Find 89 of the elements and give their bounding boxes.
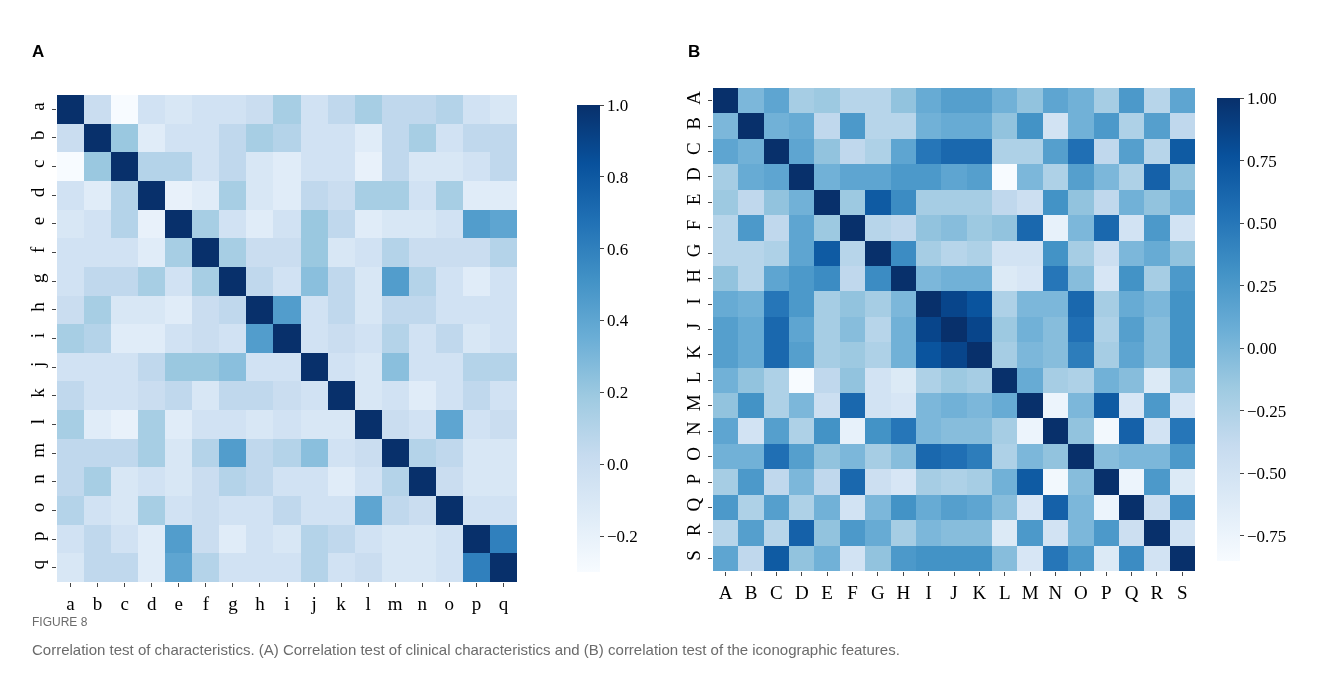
x-tick-label: m	[387, 592, 403, 614]
y-tick-label: h	[27, 301, 49, 312]
x-tick-label: G	[871, 581, 886, 603]
color-bar-label: 0.25	[1246, 276, 1277, 296]
x-tick-label: K	[972, 581, 987, 603]
x-tick-label: H	[896, 581, 911, 603]
y-tick-label: I	[683, 298, 705, 305]
x-tick-label: F	[847, 581, 858, 603]
y-tick-label: B	[683, 116, 705, 130]
x-tick-label: d	[146, 592, 157, 614]
x-tick-label: L	[998, 581, 1011, 603]
x-tick-label: C	[770, 581, 783, 603]
x-tick-label: J	[950, 581, 958, 603]
x-tick-label: f	[202, 592, 210, 614]
x-tick-label: j	[310, 592, 317, 614]
y-tick-label: f	[27, 245, 49, 253]
y-tick-label: l	[27, 418, 49, 425]
x-tick-label: E	[821, 581, 833, 603]
x-tick-label: e	[174, 592, 183, 614]
y-tick-label: P	[683, 473, 705, 485]
color-bar-label: 0.0	[606, 455, 629, 475]
y-tick-label: g	[27, 273, 49, 284]
y-tick-label: S	[683, 550, 705, 561]
y-tick-label: L	[683, 371, 705, 384]
y-tick-label: A	[683, 90, 705, 105]
y-tick-label: n	[27, 473, 49, 484]
x-tick-label: B	[744, 581, 758, 603]
color-bar-label: 0.00	[1246, 339, 1277, 359]
y-tick-label: p	[27, 531, 49, 541]
y-tick-label: d	[27, 187, 49, 198]
x-tick-label: M	[1021, 581, 1039, 603]
color-bar-label: −0.50	[1246, 464, 1287, 484]
y-tick-label: O	[683, 446, 705, 461]
y-tick-label: K	[683, 344, 705, 359]
y-tick-label: R	[683, 523, 705, 537]
y-tick-label: D	[683, 167, 705, 181]
y-tick-label: Q	[683, 497, 705, 512]
y-tick-label: m	[27, 442, 49, 458]
y-tick-label: q	[27, 559, 49, 570]
y-tick-label: i	[27, 333, 49, 339]
y-tick-label: e	[27, 216, 49, 226]
y-tick-label: a	[27, 101, 49, 111]
x-tick-label: p	[471, 592, 482, 614]
y-tick-label: G	[683, 243, 705, 258]
y-tick-label: E	[683, 193, 705, 206]
x-tick-label: n	[417, 592, 428, 614]
y-tick-label: j	[27, 361, 49, 368]
x-tick-label: A	[718, 581, 733, 603]
x-tick-label: a	[66, 592, 76, 614]
color-bar-label: 1.00	[1246, 88, 1277, 108]
x-tick-label: S	[1177, 581, 1188, 603]
x-tick-label: N	[1048, 581, 1063, 603]
color-bar-label: −0.25	[1246, 401, 1287, 421]
y-tick-label: o	[27, 502, 49, 513]
color-bar-label: 0.50	[1246, 214, 1277, 234]
x-tick-label: I	[925, 581, 932, 603]
y-tick-label: J	[683, 322, 705, 331]
x-tick-label: k	[336, 592, 347, 614]
x-tick-label: Q	[1124, 581, 1139, 603]
x-tick-label: c	[120, 592, 129, 614]
y-tick-label: N	[683, 421, 705, 436]
x-tick-label: O	[1073, 581, 1088, 603]
color-bar-label: −0.75	[1246, 526, 1287, 546]
x-tick-label: o	[444, 592, 455, 614]
x-tick-label: D	[794, 581, 809, 603]
y-tick-label: b	[27, 130, 49, 140]
color-bar-label: 0.75	[1246, 151, 1277, 171]
y-tick-label: M	[683, 394, 705, 412]
x-tick-label: l	[365, 592, 371, 614]
y-tick-label: k	[27, 387, 49, 398]
x-tick-label: R	[1150, 581, 1164, 603]
color-bar-label: 0.6	[606, 239, 629, 259]
x-tick-label: b	[92, 592, 103, 614]
x-tick-label: g	[228, 592, 239, 614]
color-bar-label: 0.4	[606, 311, 629, 331]
y-tick-label: C	[683, 142, 705, 156]
x-tick-label: q	[498, 592, 509, 614]
text: Correlation test of characteristics. (A) Correlation test of clinical characteristics and (B) correlation test of the iconographic features.	[32, 641, 900, 658]
color-bar-label: 0.8	[606, 167, 629, 187]
y-tick-label: F	[683, 219, 705, 231]
color-bar-label: −0.2	[606, 527, 638, 547]
color-bar-label: 1.0	[606, 95, 629, 115]
x-tick-label: h	[255, 592, 266, 614]
x-tick-label: i	[284, 592, 290, 614]
color-bar-label: 0.2	[606, 383, 629, 403]
caption: FIGURE 8	[32, 615, 88, 629]
y-tick-label: H	[683, 268, 705, 283]
x-tick-label: P	[1100, 581, 1112, 603]
y-tick-label: c	[27, 159, 49, 168]
